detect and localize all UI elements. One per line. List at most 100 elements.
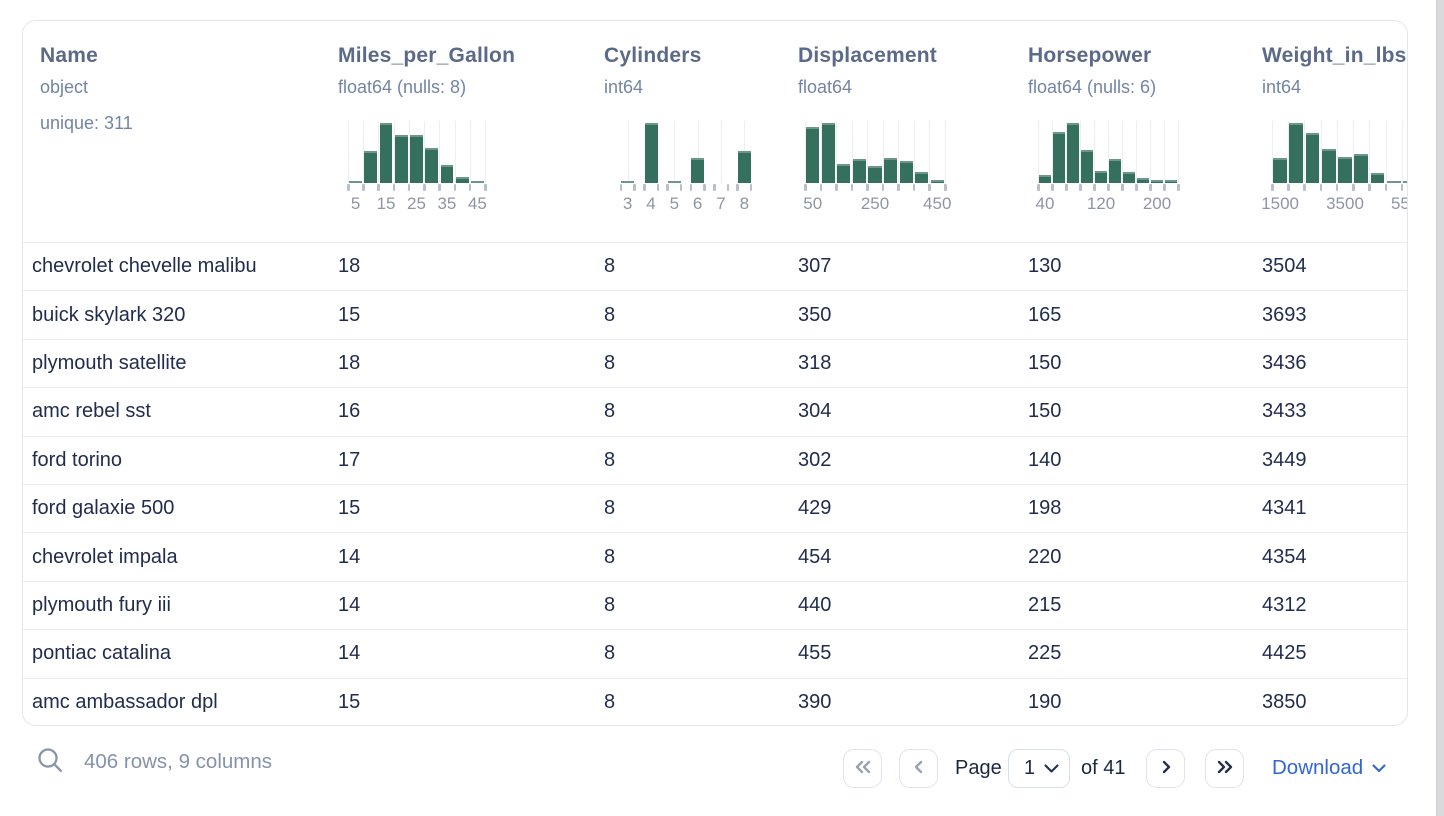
axis-tick-label: 3 — [622, 194, 633, 213]
column-unique-count: unique: 311 — [40, 113, 133, 133]
axis-tick-label: 15 — [376, 194, 396, 213]
histogram-gridline — [929, 121, 931, 183]
cell-value: 8 — [604, 690, 616, 713]
cell-value: 3436 — [1262, 351, 1307, 374]
download-button[interactable]: Download — [1272, 756, 1386, 780]
histogram-bar — [930, 180, 944, 183]
axis-tick — [1051, 184, 1054, 191]
cell-value: 390 — [798, 690, 832, 713]
axis-tick — [736, 184, 739, 191]
histogram-bar — [1039, 175, 1051, 183]
histogram-bar — [1053, 132, 1065, 183]
histogram-gridline — [1304, 121, 1306, 183]
axis-tick — [835, 184, 838, 191]
axis-tick — [1319, 184, 1323, 191]
histogram-plot — [805, 121, 946, 183]
search-icon[interactable] — [36, 746, 64, 779]
next-page-button[interactable] — [1146, 749, 1185, 788]
axis-tick — [1303, 184, 1306, 191]
cell-value: 440 — [798, 593, 832, 616]
axis-tick — [1093, 184, 1096, 191]
histogram-bar — [737, 151, 751, 183]
footer-bar: 406 rows, 9 columns Page 1 of 41 — [0, 737, 1444, 807]
histogram-gridline — [1353, 121, 1355, 183]
histogram-bar — [1123, 172, 1135, 183]
histogram-bar — [1165, 180, 1177, 183]
cell-value: 220 — [1028, 545, 1062, 568]
first-page-button[interactable] — [843, 749, 882, 788]
download-label: Download — [1272, 756, 1364, 779]
column-type: float64 (nulls: 8) — [338, 77, 467, 97]
histogram-gridline — [1108, 121, 1109, 183]
histogram-gridline — [674, 121, 676, 183]
column-title: Horsepower — [1028, 44, 1152, 67]
column-header-displacement[interactable]: Displacement float64 50 250 450 — [798, 21, 1028, 242]
axis-tick — [912, 184, 916, 191]
cell-value: 130 — [1028, 255, 1062, 278]
axis-tick — [703, 184, 706, 191]
histogram-gridline — [1272, 121, 1273, 183]
axis-tick — [392, 184, 396, 191]
histogram-gridline — [820, 121, 822, 183]
histogram-gridline — [1178, 121, 1179, 183]
column-header-miles_per_gallon[interactable]: Miles_per_Gallon float64 (nulls: 8) 5 15 25 3… — [338, 21, 604, 242]
table-row: pontiac catalina 14 8 455 225 4425 — [23, 629, 1407, 677]
histogram-plot — [1038, 121, 1179, 183]
axis-tick-label: 1500 — [1261, 194, 1300, 213]
histogram-gridline — [882, 121, 884, 183]
histogram-bar — [410, 135, 423, 183]
page-label: Page — [955, 757, 1002, 779]
cell-value: 8 — [604, 545, 616, 568]
cell-value: 302 — [798, 448, 832, 471]
histogram-gridline — [1038, 121, 1039, 183]
cell-value: 4354 — [1262, 545, 1307, 568]
column-title: Name — [40, 44, 98, 67]
previous-page-button[interactable] — [899, 749, 938, 788]
axis-tick-label: 6 — [692, 194, 703, 213]
cell-value: 215 — [1028, 593, 1062, 616]
cell-value: 4341 — [1262, 497, 1307, 520]
last-page-button[interactable] — [1205, 749, 1244, 788]
histogram-bar — [1095, 171, 1107, 183]
page-select[interactable]: 1 — [1008, 749, 1070, 788]
histogram-gridline — [1136, 121, 1137, 183]
histogram-gridline — [627, 121, 629, 183]
histogram-bar — [394, 135, 408, 183]
histogram-gridline — [1122, 121, 1123, 183]
axis-tick — [468, 184, 472, 191]
cell-value: 8 — [604, 400, 616, 423]
axis-tick — [666, 184, 669, 191]
axis-tick-label: 200 — [1142, 194, 1172, 213]
axis-tick — [347, 184, 350, 191]
axis-tick — [656, 184, 659, 191]
column-header-name[interactable]: Name object unique: 311 — [23, 21, 338, 242]
histogram-gridline — [378, 121, 380, 183]
cell-value: 150 — [1028, 351, 1062, 374]
axis-tick — [407, 184, 411, 191]
row-column-summary: 406 rows, 9 columns — [84, 750, 273, 773]
column-header-weight_in_lbs[interactable]: Weight_in_lbs int64 1500 3500 5500 — [1261, 21, 1407, 242]
histogram-plot — [1272, 121, 1407, 183]
histogram-gridline — [697, 121, 699, 183]
cell-value: 454 — [798, 545, 832, 568]
histogram-gridline — [945, 121, 946, 183]
axis-tick — [804, 184, 807, 191]
cell-value: 4312 — [1262, 593, 1307, 616]
cell-value: 14 — [338, 642, 361, 665]
table-row: plymouth satellite 18 8 318 150 3436 — [23, 338, 1407, 387]
chevron-down-icon — [1372, 763, 1386, 773]
cell-name: amc rebel sst — [32, 400, 151, 423]
double-chevron-left-icon — [853, 758, 873, 779]
column-header-horsepower[interactable]: Horsepower float64 (nulls: 6) 40 120 200 — [1028, 21, 1262, 242]
axis-tick-label: 50 — [803, 194, 823, 213]
table-body: chevrolet chevelle malibu 18 8 307 130 3504 bu… — [23, 242, 1407, 725]
axis-tick-label: 8 — [739, 194, 750, 213]
vertical-scrollbar[interactable] — [1436, 0, 1444, 816]
cell-value: 3504 — [1262, 255, 1307, 278]
column-header-cylinders[interactable]: Cylinders int64 3 4 5 6 7 8 — [604, 21, 798, 242]
cell-value: 455 — [798, 642, 832, 665]
axis-tick — [619, 184, 623, 191]
axis-tick — [1149, 184, 1152, 191]
axis-tick — [928, 184, 931, 191]
